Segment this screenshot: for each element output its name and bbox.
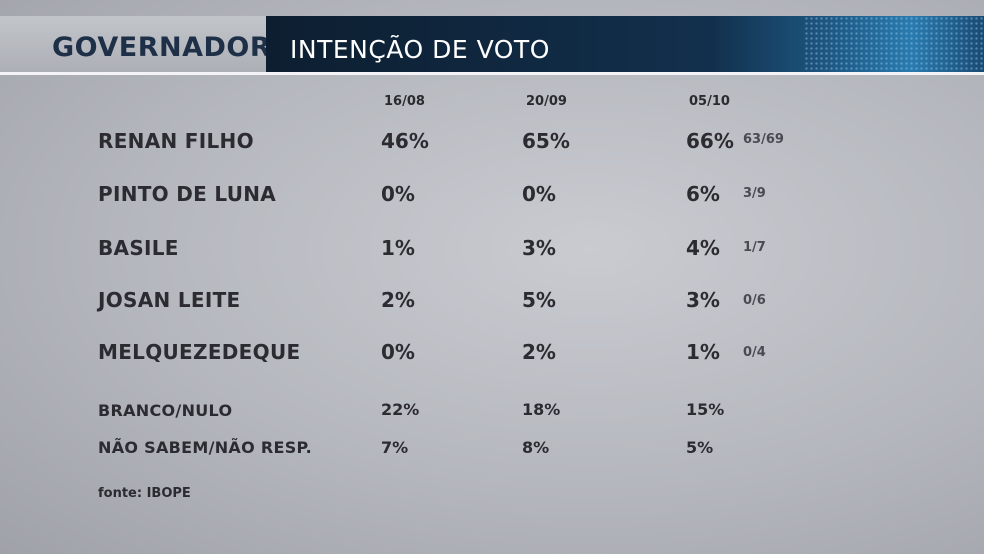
poll-value: 5% — [522, 288, 556, 312]
poll-value: 7% — [381, 438, 409, 457]
poll-value: 3% — [686, 288, 720, 312]
poll-value: 15% — [686, 400, 725, 419]
margin-range: 1/7 — [743, 240, 766, 255]
column-header-date-1: 16/08 — [384, 94, 425, 109]
candidate-name: RENAN FILHO — [98, 129, 254, 153]
poll-value: 65% — [522, 129, 570, 153]
header-dot-pattern — [804, 16, 984, 72]
undecided-label: NÃO SABEM/NÃO RESP. — [98, 438, 313, 457]
column-header-date-2: 20/09 — [526, 94, 567, 109]
poll-value: 46% — [381, 129, 429, 153]
poll-value: 66% — [686, 129, 734, 153]
margin-range: 0/6 — [743, 293, 766, 308]
poll-value: 1% — [381, 236, 415, 260]
margin-range: 63/69 — [743, 132, 784, 147]
blank-null-label: BRANCO/NULO — [98, 401, 233, 420]
poll-value: 2% — [522, 340, 556, 364]
source-note: fonte: IBOPE — [98, 486, 191, 501]
candidate-name: PINTO DE LUNA — [98, 182, 277, 206]
header-subtitle: INTENÇÃO DE VOTO — [290, 35, 550, 64]
poll-value: 6% — [686, 182, 720, 206]
poll-value: 0% — [381, 182, 415, 206]
header-title-panel — [0, 16, 266, 72]
poll-value: 2% — [381, 288, 415, 312]
poll-value: 1% — [686, 340, 720, 364]
poll-value: 18% — [522, 400, 561, 419]
margin-range: 0/4 — [743, 345, 766, 360]
poll-value: 5% — [686, 438, 714, 457]
candidate-name: BASILE — [98, 236, 179, 260]
column-header-date-3: 05/10 — [689, 94, 730, 109]
candidate-name: JOSAN LEITE — [98, 288, 241, 312]
poll-value: 22% — [381, 400, 420, 419]
header-subtitle-bar — [266, 16, 984, 72]
header-title: GOVERNADOR — [52, 32, 272, 63]
header-divider — [0, 72, 984, 75]
poll-value: 8% — [522, 438, 550, 457]
poll-value: 0% — [522, 182, 556, 206]
margin-range: 3/9 — [743, 186, 766, 201]
candidate-name: MELQUEZEDEQUE — [98, 340, 301, 364]
poll-value: 4% — [686, 236, 720, 260]
poll-value: 3% — [522, 236, 556, 260]
poll-value: 0% — [381, 340, 415, 364]
